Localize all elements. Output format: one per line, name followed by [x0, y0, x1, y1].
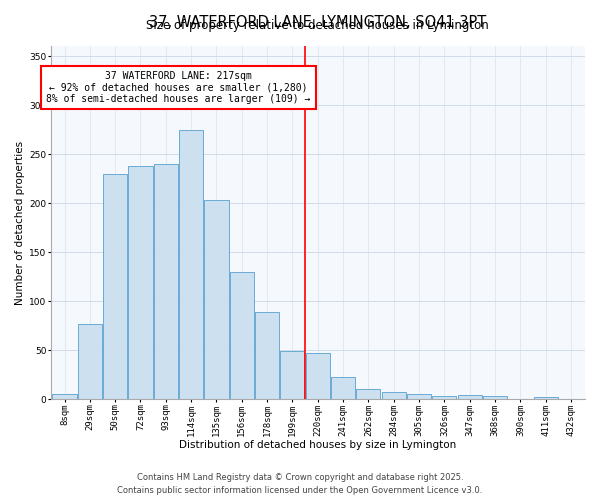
- Bar: [306, 354, 330, 400]
- X-axis label: Distribution of detached houses by size in Lymington: Distribution of detached houses by size …: [179, 440, 457, 450]
- Bar: [331, 377, 355, 400]
- Bar: [407, 394, 431, 400]
- Bar: [128, 166, 152, 400]
- Bar: [179, 130, 203, 400]
- Bar: [534, 398, 558, 400]
- Bar: [280, 352, 304, 400]
- Text: Contains HM Land Registry data © Crown copyright and database right 2025.
Contai: Contains HM Land Registry data © Crown c…: [118, 474, 482, 495]
- Bar: [52, 394, 77, 400]
- Text: Size of property relative to detached houses in Lymington: Size of property relative to detached ho…: [146, 20, 489, 32]
- Bar: [78, 324, 102, 400]
- Bar: [255, 312, 279, 400]
- Bar: [483, 396, 507, 400]
- Bar: [103, 174, 127, 400]
- Title: 37, WATERFORD LANE, LYMINGTON, SO41 3PT: 37, WATERFORD LANE, LYMINGTON, SO41 3PT: [149, 15, 487, 30]
- Bar: [230, 272, 254, 400]
- Bar: [382, 392, 406, 400]
- Bar: [356, 388, 380, 400]
- Text: 37 WATERFORD LANE: 217sqm
← 92% of detached houses are smaller (1,280)
8% of sem: 37 WATERFORD LANE: 217sqm ← 92% of detac…: [46, 71, 311, 104]
- Bar: [433, 396, 457, 400]
- Bar: [458, 396, 482, 400]
- Bar: [205, 200, 229, 400]
- Y-axis label: Number of detached properties: Number of detached properties: [15, 141, 25, 305]
- Bar: [154, 164, 178, 400]
